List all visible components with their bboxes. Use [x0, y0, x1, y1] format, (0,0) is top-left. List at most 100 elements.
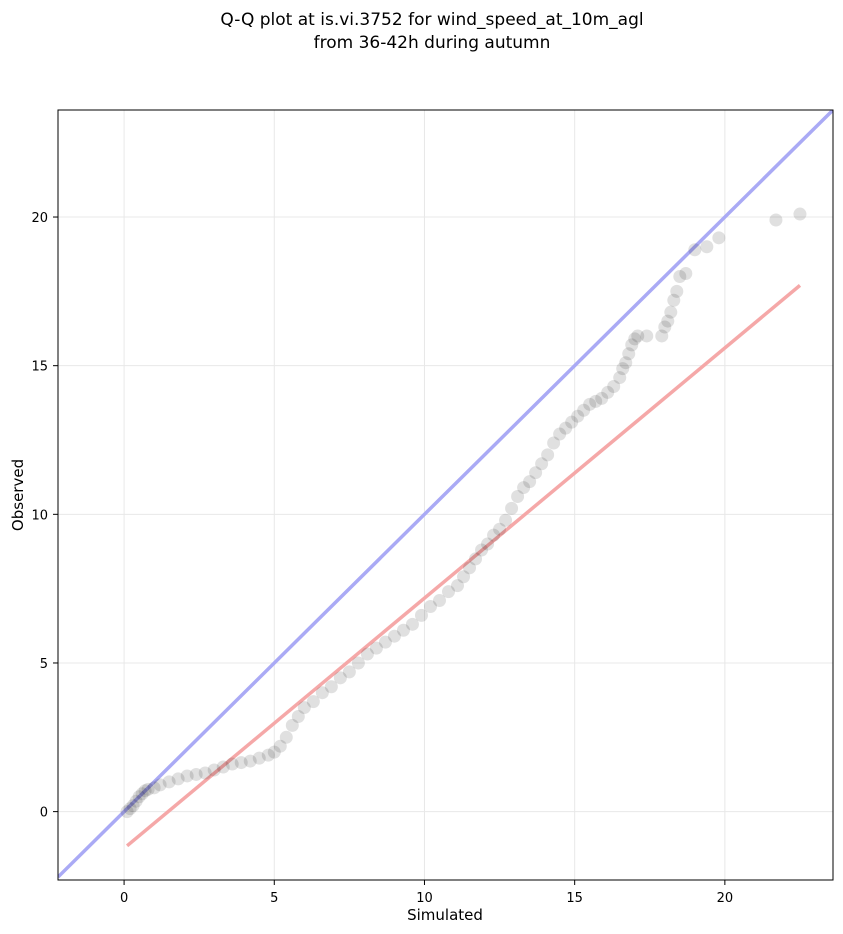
qq-point — [333, 671, 347, 685]
qq-point — [225, 757, 239, 771]
qq-point — [613, 371, 627, 385]
qq-point — [565, 415, 579, 429]
qq-point — [541, 448, 555, 462]
qq-point — [135, 787, 149, 801]
qq-point — [342, 665, 356, 679]
qq-point — [180, 769, 194, 783]
qq-point — [147, 781, 161, 795]
qq-point — [559, 421, 573, 435]
qq-point — [315, 686, 329, 700]
qq-point — [664, 305, 678, 319]
qq-point — [273, 739, 287, 753]
qq-point — [607, 379, 621, 393]
qq-point — [132, 790, 146, 804]
qq-point — [589, 394, 603, 408]
qq-point — [523, 475, 537, 489]
qq-point — [655, 329, 669, 343]
qq-point — [141, 782, 155, 796]
qq-point — [387, 629, 401, 643]
qq-point — [351, 656, 365, 670]
qq-point — [583, 397, 597, 411]
qq-point — [207, 763, 221, 777]
qq-point — [423, 599, 437, 613]
qq-point — [679, 267, 693, 281]
qq-point — [457, 570, 471, 584]
qq-point — [451, 579, 465, 593]
x-tick-label: 10 — [416, 891, 433, 906]
qq-point — [547, 436, 561, 450]
qq-point — [673, 269, 687, 283]
qq-point — [129, 794, 143, 808]
qq-point — [267, 745, 281, 759]
qq-point — [553, 427, 567, 441]
qq-point — [493, 522, 507, 536]
axis-ticks: 0 5 10 15 20 0 5 10 15 20 — [31, 211, 733, 906]
qq-point — [123, 802, 137, 816]
qq-point — [688, 243, 702, 257]
qq-point — [442, 585, 456, 599]
qq-point — [153, 778, 167, 792]
qq-point — [481, 537, 495, 551]
qq-point — [291, 709, 305, 723]
qq-point — [631, 329, 645, 343]
qq-point — [261, 748, 275, 762]
qq-point — [324, 680, 338, 694]
qq-point — [712, 231, 726, 245]
plot-frame — [57, 109, 834, 881]
x-tick-label: 0 — [120, 891, 128, 906]
qq-point — [628, 332, 642, 346]
x-tick-label: 20 — [717, 891, 734, 906]
qq-point — [369, 641, 383, 655]
qq-point — [667, 293, 681, 307]
qq-point — [252, 751, 266, 765]
qq-point — [216, 760, 230, 774]
qq-point — [378, 635, 392, 649]
chart-title: Q-Q plot at is.vi.3752 for wind_speed_at… — [220, 10, 643, 30]
qq-point — [279, 730, 293, 744]
qq-point — [577, 403, 591, 417]
x-tick-label: 15 — [566, 891, 583, 906]
y-tick-label: 20 — [31, 211, 48, 226]
y-tick-label: 10 — [31, 508, 48, 523]
qq-point — [505, 501, 519, 515]
qq-point — [469, 552, 483, 566]
qq-point — [405, 617, 419, 631]
x-tick-label: 5 — [270, 891, 278, 906]
chart-subtitle: from 36-42h during autumn — [314, 33, 551, 53]
y-tick-label: 5 — [40, 657, 48, 672]
qq-point — [306, 695, 320, 709]
qq-point — [138, 784, 152, 798]
qq-point — [511, 489, 525, 503]
qq-point — [661, 314, 675, 328]
qq-point — [198, 766, 212, 780]
qq-point — [360, 647, 374, 661]
y-tick-label: 0 — [40, 806, 48, 821]
qq-point — [571, 409, 585, 423]
qq-point — [297, 701, 311, 715]
qq-point — [162, 775, 176, 789]
qq-point — [619, 356, 633, 370]
qq-point — [432, 594, 446, 608]
qq-point — [517, 481, 531, 495]
qq-point — [700, 240, 714, 254]
qq-point — [625, 338, 639, 352]
plot-area — [58, 110, 833, 879]
qq-point — [126, 799, 140, 813]
qq-point — [171, 772, 185, 786]
qq-point — [769, 213, 783, 227]
fit-line — [125, 284, 802, 848]
qq-point — [396, 623, 410, 637]
qq-point — [414, 608, 428, 622]
qq-point — [601, 385, 615, 399]
qq-point — [120, 805, 134, 819]
qq-point — [285, 718, 299, 732]
qq-point — [616, 362, 630, 376]
qq-point — [529, 466, 543, 480]
qq-point — [640, 329, 654, 343]
qq-point — [658, 320, 672, 334]
qq-point — [670, 284, 684, 298]
identity-line — [58, 110, 833, 879]
qq-point — [475, 543, 489, 557]
qq-point — [243, 754, 257, 768]
